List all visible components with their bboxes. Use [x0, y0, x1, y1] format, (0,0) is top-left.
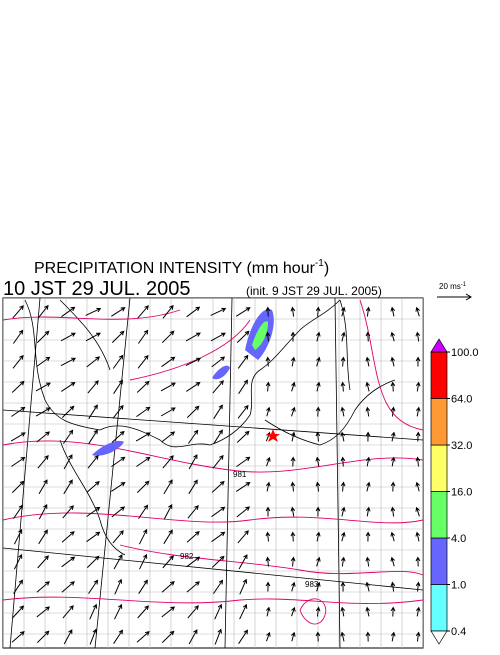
colorbar-segment [430, 584, 448, 632]
colorbar-label: 100.0 [451, 347, 479, 359]
wind-arrows [10, 304, 421, 645]
pressure-contour [3, 299, 423, 625]
grid [3, 298, 423, 648]
typhoon-star [266, 429, 280, 442]
precip-blob [212, 365, 230, 380]
graticule [3, 298, 423, 648]
colorbar-segment [430, 444, 448, 492]
title-text: PRECIPITATION INTENSITY (mm hour [34, 260, 316, 277]
colorbar-segment [430, 537, 448, 585]
reference-label-text: 20 ms [439, 282, 461, 291]
colorbar: 0.4 1.0 4.0 16.0 32.0 64.0 100.0 [430, 338, 479, 645]
precip-blob [92, 440, 124, 456]
reference-arrow [437, 293, 472, 301]
colorbar-under [430, 630, 448, 645]
coastline [24, 299, 396, 556]
valid-time: 10 JST 29 JUL. 2005 [3, 278, 191, 300]
colorbar-segment [430, 351, 448, 399]
colorbar-label: 1.0 [451, 580, 466, 592]
colorbar-label: 16.0 [451, 487, 472, 499]
colorbar-label: 0.4 [451, 626, 466, 638]
map-layers: 981 982 983 [3, 298, 423, 648]
title-close: ) [324, 260, 329, 277]
colorbar-over [430, 338, 448, 353]
colorbar-segment [430, 491, 448, 539]
title: PRECIPITATION INTENSITY (mm hour-1) [34, 258, 329, 277]
init-time: (init. 9 JST 29 JUL. 2005) [246, 284, 382, 298]
map-area: 981 982 983 [2, 297, 424, 649]
title-superscript: -1 [315, 258, 324, 269]
reference-label-sup: -1 [461, 282, 467, 288]
colorbar-label: 4.0 [451, 533, 466, 545]
contour-label: 982 [180, 552, 194, 561]
contour-label: 981 [233, 470, 247, 479]
colorbar-label: 32.0 [451, 440, 472, 452]
colorbar-label: 64.0 [451, 394, 472, 406]
contour-label: 983 [305, 580, 319, 589]
reference-vector-label: 20 ms-1 [439, 282, 467, 291]
precip-blob [252, 321, 268, 350]
colorbar-segment [430, 398, 448, 446]
